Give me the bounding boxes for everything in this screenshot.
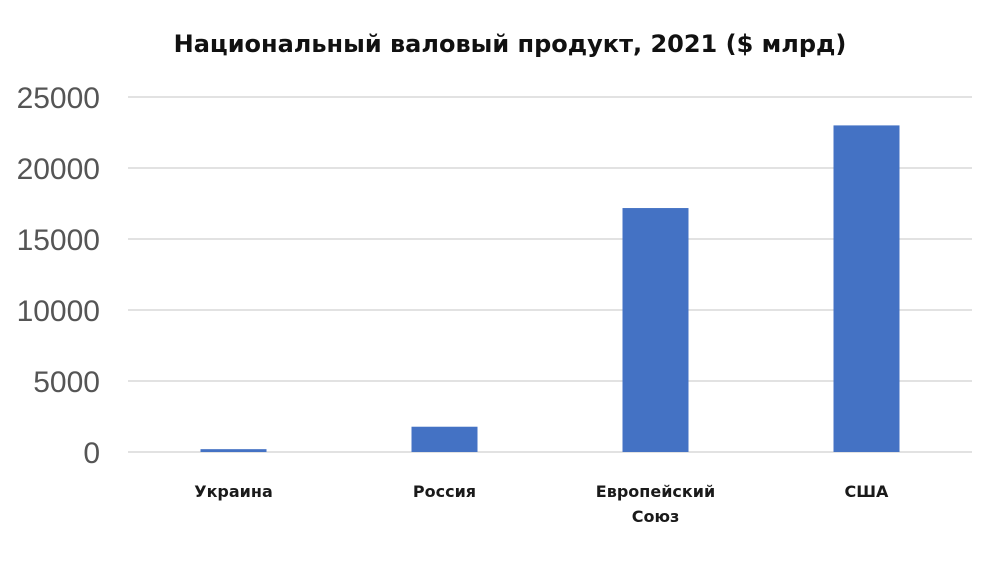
y-tick-label: 25000 — [17, 82, 100, 115]
x-tick-label: США — [845, 482, 890, 501]
y-tick-label: 15000 — [17, 224, 100, 257]
y-tick-label: 0 — [83, 437, 100, 470]
x-tick-label: Украина — [194, 482, 273, 501]
x-axis-tick-labels: Украина Россия Европейский Союз США — [194, 482, 889, 526]
x-tick-label-line: Россия — [413, 482, 476, 501]
y-tick-label: 5000 — [33, 366, 100, 399]
x-tick-label-line: Союз — [632, 507, 680, 526]
y-axis-tick-labels: 0 5000 10000 15000 20000 25000 — [17, 82, 100, 470]
y-tick-label: 20000 — [17, 153, 100, 186]
bar-2 — [622, 208, 689, 452]
bars — [200, 125, 900, 453]
x-tick-label-line: Европейский — [596, 482, 715, 501]
bar-1 — [411, 426, 478, 452]
x-tick-label: Россия — [413, 482, 476, 501]
bar-3 — [833, 125, 900, 453]
x-tick-label: Европейский Союз — [596, 482, 715, 526]
x-tick-label-line: Украина — [194, 482, 273, 501]
y-tick-label: 10000 — [17, 295, 100, 328]
chart-title: Национальный валовый продукт, 2021 ($ мл… — [173, 30, 847, 58]
bar-0 — [200, 449, 267, 452]
gridlines — [128, 96, 972, 453]
x-tick-label-line: США — [845, 482, 890, 501]
